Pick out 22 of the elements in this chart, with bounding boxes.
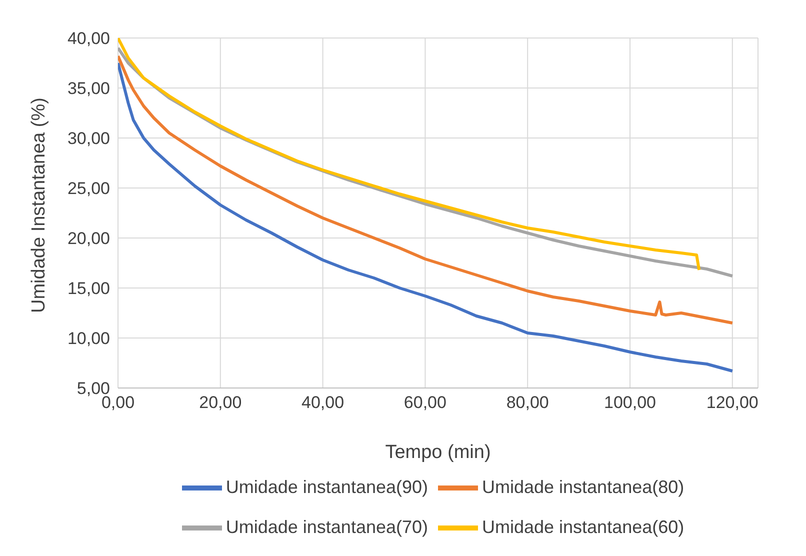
legend-label: Umidade instantanea(90) bbox=[226, 476, 428, 497]
y-tick-label: 30,00 bbox=[67, 129, 110, 148]
y-tick-label: 10,00 bbox=[67, 329, 110, 348]
x-tick-label: 100,00 bbox=[604, 393, 656, 412]
legend-label: Umidade instantanea(70) bbox=[226, 516, 428, 537]
y-axis-title: Umidade Instantanea (%) bbox=[28, 98, 50, 313]
y-tick-label: 15,00 bbox=[67, 279, 110, 298]
x-tick-label: 80,00 bbox=[506, 393, 549, 412]
line-series bbox=[118, 62, 734, 372]
x-tick-label: 60,00 bbox=[404, 393, 446, 412]
legend-label: Umidade instantanea(80) bbox=[482, 476, 684, 497]
x-tick-label: 0,00 bbox=[101, 393, 135, 412]
y-tick-label: 40,00 bbox=[67, 29, 110, 48]
y-tick-label: 35,00 bbox=[67, 79, 110, 98]
x-tick-label: 20,00 bbox=[199, 393, 242, 412]
legend-label: Umidade instantanea(60) bbox=[482, 516, 684, 537]
y-tick-label: 20,00 bbox=[67, 229, 110, 248]
y-tick-label: 25,00 bbox=[67, 179, 110, 198]
x-tick-label: 40,00 bbox=[302, 393, 344, 412]
line-series bbox=[118, 54, 734, 324]
x-tick-label: 120,00 bbox=[706, 393, 758, 412]
x-axis-title: Tempo (min) bbox=[385, 442, 491, 463]
